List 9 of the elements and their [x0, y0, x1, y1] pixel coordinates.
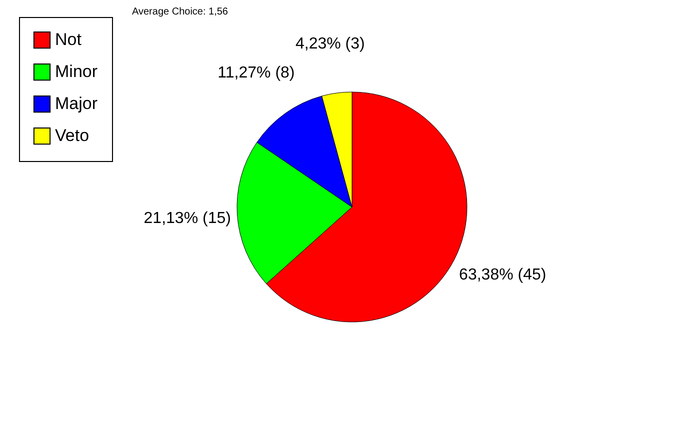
- data-label: 11,27% (8): [218, 64, 295, 82]
- legend-label: Not: [55, 30, 82, 49]
- data-label: 4,23% (3): [295, 35, 365, 52]
- legend-label: Veto: [55, 126, 90, 145]
- chart-title: Average Choice: 1,56: [132, 6, 228, 18]
- data-label: 21,13% (15): [144, 210, 231, 227]
- legend-label: Major: [55, 94, 98, 113]
- legend-label: Minor: [55, 62, 98, 81]
- data-label: 63,38% (45): [459, 266, 546, 284]
